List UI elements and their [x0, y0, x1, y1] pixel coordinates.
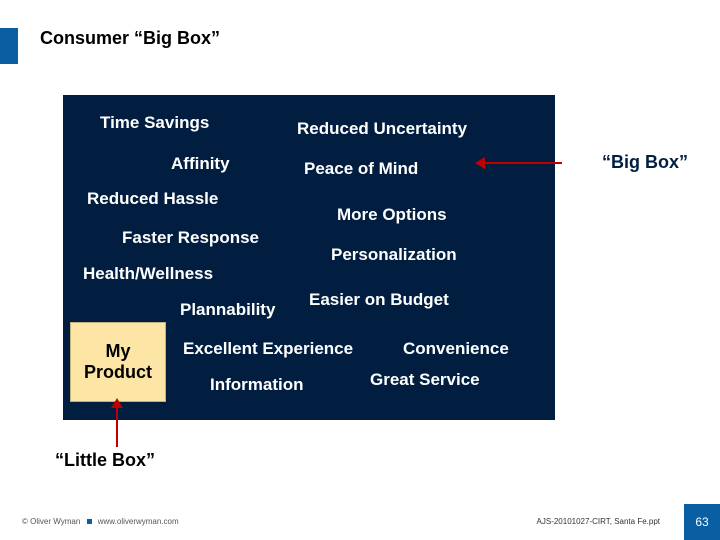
big-box-word: Reduced Uncertainty	[297, 119, 467, 139]
big-box-word: Easier on Budget	[309, 290, 449, 310]
big-box-word: Faster Response	[122, 228, 259, 248]
footer-dot-icon	[87, 519, 92, 524]
big-box-word: Time Savings	[100, 113, 209, 133]
big-box-word: Convenience	[403, 339, 509, 359]
big-box-word: Personalization	[331, 245, 457, 265]
big-box-word: Great Service	[370, 370, 480, 390]
little-box-arrow	[116, 407, 118, 447]
big-box-word: Plannability	[180, 300, 275, 320]
big-box-label: “Big Box”	[602, 152, 688, 173]
big-box-arrow	[484, 162, 562, 164]
big-box-word: Information	[210, 375, 304, 395]
big-box-word: Excellent Experience	[183, 339, 353, 359]
my-product-label: MyProduct	[84, 341, 152, 383]
little-box-label: “Little Box”	[55, 450, 155, 471]
big-box-word: More Options	[337, 205, 447, 225]
big-box-word: Reduced Hassle	[87, 189, 218, 209]
footer-left: © Oliver Wyman www.oliverwyman.com	[22, 517, 179, 526]
footer-url: www.oliverwyman.com	[98, 517, 179, 526]
title-accent-bar	[0, 28, 18, 64]
big-box-word: Peace of Mind	[304, 159, 418, 179]
footer-doc-ref: AJS-20101027-CIRT, Santa Fe.ppt	[537, 517, 660, 526]
big-box-word: Affinity	[171, 154, 230, 174]
copyright-text: © Oliver Wyman	[22, 517, 80, 526]
my-product-box: MyProduct	[70, 322, 166, 402]
slide-title: Consumer “Big Box”	[40, 28, 220, 49]
slide: Consumer “Big Box” Time Savings Reduced U…	[0, 0, 720, 540]
big-box-word: Health/Wellness	[83, 264, 213, 284]
page-number: 63	[684, 504, 720, 540]
